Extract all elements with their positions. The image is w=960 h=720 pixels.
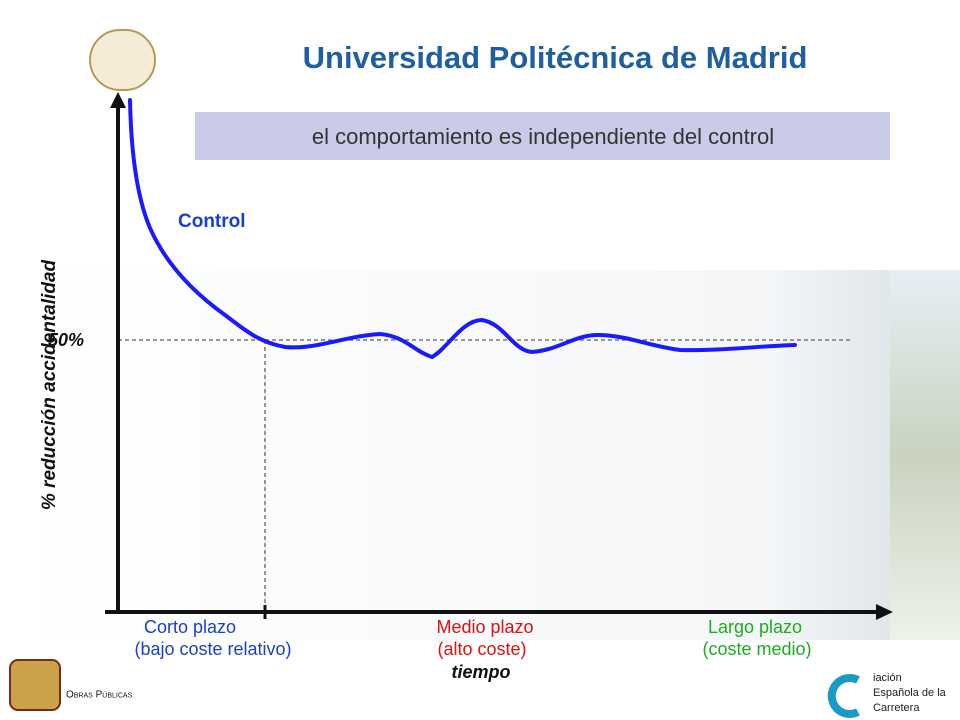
photo-edge — [890, 270, 960, 640]
y-axis-label: % reducción accidentalidad — [39, 259, 60, 510]
right-logo-text: Española de la — [873, 687, 947, 699]
photo-band — [20, 270, 900, 640]
title: Universidad Politécnica de Madrid — [303, 40, 808, 75]
group-label: Medio plazo — [436, 617, 533, 637]
group-label: Corto plazo — [144, 617, 236, 637]
y-arrow — [110, 92, 126, 108]
subtitle: el comportamiento es independiente del c… — [312, 124, 774, 149]
x-axis-label: tiempo — [451, 662, 510, 682]
group-label: Largo plazo — [708, 617, 802, 637]
left-logo-text: Obras Públicas — [66, 690, 133, 701]
level-label: 50% — [48, 330, 84, 350]
curve-label: Control — [178, 211, 246, 232]
logo-aec — [827, 674, 860, 718]
right-logo-text: Carretera — [873, 702, 920, 714]
subtitle-banner — [195, 112, 890, 160]
logo-eicop — [9, 659, 61, 711]
right-logo-text: iación — [873, 672, 902, 684]
x-arrow — [876, 604, 893, 620]
control-curve — [128, 98, 797, 359]
group-note: (coste medio) — [702, 639, 811, 659]
group-note: (alto coste) — [437, 639, 526, 659]
group-note: (bajo coste relativo) — [134, 639, 291, 659]
logo-upm — [89, 29, 156, 91]
